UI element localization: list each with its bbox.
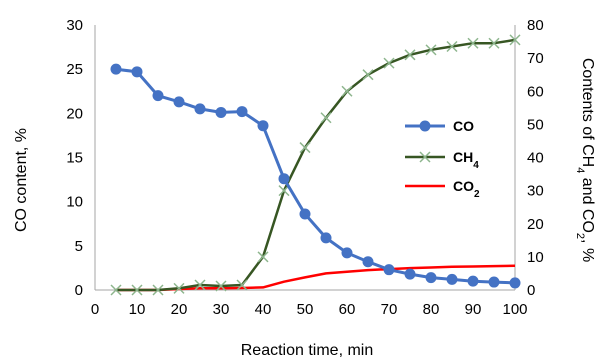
y-axis-left-title: CO content, % <box>13 128 30 232</box>
x-tick-label: 70 <box>381 301 398 318</box>
data-point <box>215 280 227 292</box>
series-line <box>116 38 516 292</box>
x-axis-title: Reaction time, min <box>241 342 374 358</box>
x-tick-label: 60 <box>339 301 356 318</box>
data-point <box>320 112 332 124</box>
data-point <box>425 272 437 284</box>
legend-label: CO2 <box>453 178 480 200</box>
data-point <box>278 173 290 185</box>
y-axis-right-title: Contents of CH4 and CO2, % <box>574 58 596 262</box>
series-1 <box>110 34 521 296</box>
x-tick-label: 30 <box>213 301 230 318</box>
series-layer <box>110 34 521 296</box>
y-left-tick-label: 20 <box>66 105 83 122</box>
data-point <box>362 69 374 81</box>
y-left-tick-label: 15 <box>66 150 83 167</box>
y-right-tick-label: 50 <box>527 116 544 133</box>
data-point <box>257 251 269 263</box>
data-point <box>404 268 416 280</box>
data-point <box>299 142 311 154</box>
y2-title-sub-2: 2 <box>574 233 586 239</box>
legend-label: CO <box>453 118 474 134</box>
data-point <box>131 66 143 78</box>
x-tick-label: 40 <box>255 301 272 318</box>
legend-marker <box>419 120 431 132</box>
y-axis-left-ticks: 0 5 10 15 20 25 30 <box>66 17 83 299</box>
data-point <box>488 37 500 49</box>
legend-label-main: CO <box>453 178 474 194</box>
data-point <box>131 284 143 296</box>
data-point <box>383 264 395 276</box>
x-tick-label: 0 <box>91 301 99 318</box>
x-axis-ticks: 0 10 20 30 40 50 60 70 80 90 100 <box>91 301 528 318</box>
data-point <box>278 185 290 197</box>
data-point <box>509 277 521 289</box>
data-point <box>425 44 437 56</box>
data-point <box>173 282 185 294</box>
x-tick-label: 100 <box>502 301 527 318</box>
data-point <box>173 96 185 108</box>
data-point <box>446 41 458 53</box>
data-point <box>110 284 122 296</box>
legend-label-main: CH <box>453 149 473 165</box>
y-left-tick-label: 25 <box>66 61 83 78</box>
x-tick-label: 50 <box>297 301 314 318</box>
y-right-tick-label: 10 <box>527 249 544 266</box>
data-point <box>467 37 479 49</box>
legend-label-main: CO <box>453 118 474 134</box>
data-point <box>236 106 248 118</box>
data-point <box>236 279 248 291</box>
data-point <box>467 275 479 287</box>
legend-label-sub: 4 <box>473 160 479 171</box>
x-tick-label: 80 <box>423 301 440 318</box>
y-left-tick-label: 30 <box>66 17 83 34</box>
x-tick-label: 90 <box>465 301 482 318</box>
plot-area <box>94 25 516 291</box>
data-point <box>509 34 521 46</box>
series-0 <box>110 63 521 289</box>
legend-label: CH4 <box>453 149 479 171</box>
y2-title-part-3: , % <box>579 239 596 262</box>
data-point <box>383 57 395 69</box>
y-right-tick-label: 0 <box>527 282 535 299</box>
data-point <box>446 273 458 285</box>
data-point <box>404 49 416 61</box>
y2-title-sub-1: 4 <box>574 167 586 173</box>
data-point <box>152 284 164 296</box>
data-point <box>215 106 227 118</box>
data-point <box>194 279 206 291</box>
y-right-tick-label: 20 <box>527 216 544 233</box>
data-point <box>488 276 500 288</box>
legend-item: CO2 <box>405 178 480 200</box>
data-point <box>362 256 374 268</box>
legend-marker <box>419 151 431 163</box>
data-point <box>299 208 311 220</box>
x-tick-label: 10 <box>129 301 146 318</box>
y-right-tick-label: 40 <box>527 150 544 167</box>
data-point <box>320 232 332 244</box>
legend-item: CH4 <box>405 149 479 171</box>
y2-title-part-2: and CO <box>579 173 596 233</box>
y-right-tick-label: 30 <box>527 183 544 200</box>
x-tick-label: 20 <box>171 301 188 318</box>
legend-label-sub: 2 <box>474 189 480 200</box>
data-point <box>341 247 353 259</box>
y-axis-right-ticks: 0 10 20 30 40 50 60 70 80 <box>527 17 544 299</box>
y-left-tick-label: 0 <box>75 282 83 299</box>
y-right-tick-label: 60 <box>527 83 544 100</box>
data-point <box>110 63 122 75</box>
legend-item: CO <box>405 118 474 134</box>
y-left-tick-label: 5 <box>75 238 83 255</box>
data-point <box>194 103 206 115</box>
data-point <box>257 120 269 132</box>
data-point <box>152 90 164 102</box>
y2-title-part-1: Contents of CH <box>579 58 596 167</box>
y-right-tick-label: 70 <box>527 50 544 67</box>
y-right-tick-label: 80 <box>527 17 544 34</box>
y-left-tick-label: 10 <box>66 194 83 211</box>
data-point <box>341 85 353 97</box>
